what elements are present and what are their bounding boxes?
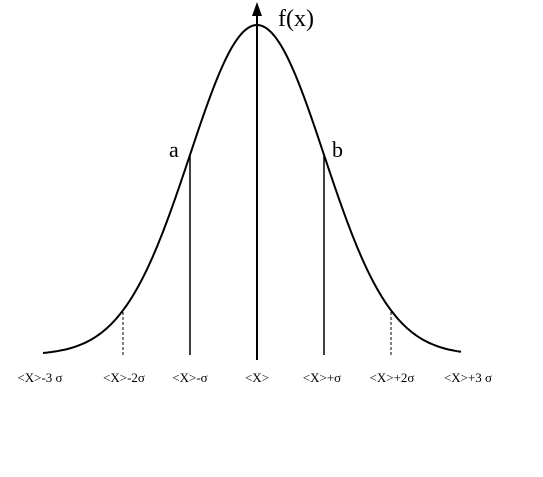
x-label: <X>-3 σ bbox=[17, 370, 62, 385]
point-label-b: b bbox=[332, 137, 343, 162]
point-label-a: a bbox=[169, 137, 179, 162]
axis-label: f(x) bbox=[278, 6, 314, 32]
x-label: <X>+3 σ bbox=[444, 370, 492, 385]
axis-arrowhead bbox=[252, 2, 262, 16]
sigma-lines bbox=[122, 154, 392, 355]
x-label: <X> bbox=[245, 370, 269, 385]
x-labels: <X>-3 σ <X>-2σ <X>-σ <X> <X>+σ <X>+2σ <X>+3 σ bbox=[17, 370, 492, 385]
x-label: <X>-σ bbox=[172, 370, 207, 385]
x-label: <X>+σ bbox=[303, 370, 341, 385]
bell-curve bbox=[42, 23, 462, 354]
x-label: <X>+2σ bbox=[370, 370, 415, 385]
x-label: <X>-2σ bbox=[103, 370, 145, 385]
